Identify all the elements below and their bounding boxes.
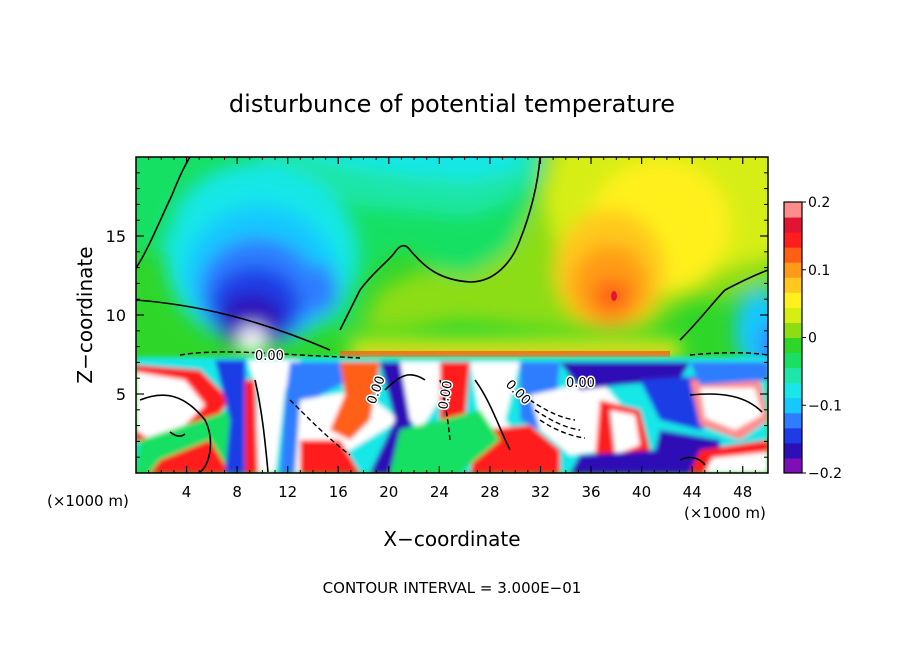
warm-core-spot [611, 291, 617, 301]
y-tick-label: 5 [116, 385, 126, 404]
x-tick-label: 40 [632, 483, 651, 501]
x-tick-label: 36 [581, 483, 600, 501]
x-tick-label: 48 [733, 483, 752, 501]
x-unit-left: (×1000 m) [47, 492, 129, 510]
x-tick-label: 32 [531, 483, 550, 501]
x-tick-label: 28 [480, 483, 499, 501]
colorbar-swatch [784, 352, 802, 369]
contour-label: 0.00 [255, 349, 284, 364]
colorbar-swatch [784, 322, 802, 338]
contour-label: 0.00 [566, 376, 595, 391]
inversion-band [340, 351, 670, 357]
colorbar-swatch [784, 382, 802, 399]
colorbar-swatch [784, 232, 802, 248]
colorbar [784, 202, 802, 474]
colorbar-tick-label: −0.2 [808, 466, 842, 482]
plot-area: 0.00 0.00 0.00 0.00 0.00 [136, 157, 768, 473]
colorbar-tick-label: 0.2 [808, 195, 830, 211]
y-tick-label: 10 [106, 306, 126, 325]
colorbar-swatch [784, 412, 802, 429]
colorbar-swatch [784, 202, 802, 218]
x-tick-label: 24 [430, 483, 449, 501]
x-tick-label: 4 [182, 483, 192, 501]
contour-label: 0.00 [436, 380, 456, 411]
x-tick-label: 12 [278, 483, 297, 501]
x-axis: 4 8 12 16 20 24 28 32 36 40 44 48 [148, 157, 756, 501]
colorbar-swatch [784, 427, 802, 444]
x-unit-right: (×1000 m) [684, 504, 766, 522]
colorbar-tick-label: 0 [808, 331, 817, 347]
y-axis: 5 10 15 [106, 172, 768, 458]
x-tick-label: 16 [329, 483, 348, 501]
x-tick-label: 8 [232, 483, 242, 501]
colorbar-swatch [784, 337, 802, 354]
y-tick-label: 15 [106, 227, 126, 246]
contour-lines-dashed [179, 351, 768, 456]
x-axis-label: X−coordinate [383, 527, 520, 551]
upper-field [136, 157, 768, 370]
colorbar-swatch [784, 262, 802, 278]
colorbar-swatch [784, 247, 802, 263]
contour-lines [136, 157, 768, 473]
colorbar-swatch [784, 457, 802, 474]
colorbar-swatch [784, 307, 802, 323]
colorbar-tick-label: −0.1 [808, 398, 842, 414]
x-tick-label: 44 [683, 483, 702, 501]
x-tick-label: 20 [379, 483, 398, 501]
colorbar-swatch [784, 442, 802, 459]
colorbar-swatch [784, 217, 802, 233]
y-axis-label: Z−coordinate [73, 246, 97, 383]
lower-field [136, 357, 768, 473]
chart-title: disturbunce of potential temperature [229, 90, 675, 118]
colorbar-swatch [784, 397, 802, 414]
colorbar-swatch [784, 277, 802, 293]
colorbar-tick-label: 0.1 [808, 263, 830, 279]
contour-interval-note: CONTOUR INTERVAL = 3.000E−01 [323, 579, 582, 597]
colorbar-ticks: 0.2 0.1 0 −0.1 −0.2 [802, 195, 842, 482]
colorbar-swatch [784, 367, 802, 384]
colorbar-swatch [784, 292, 802, 308]
